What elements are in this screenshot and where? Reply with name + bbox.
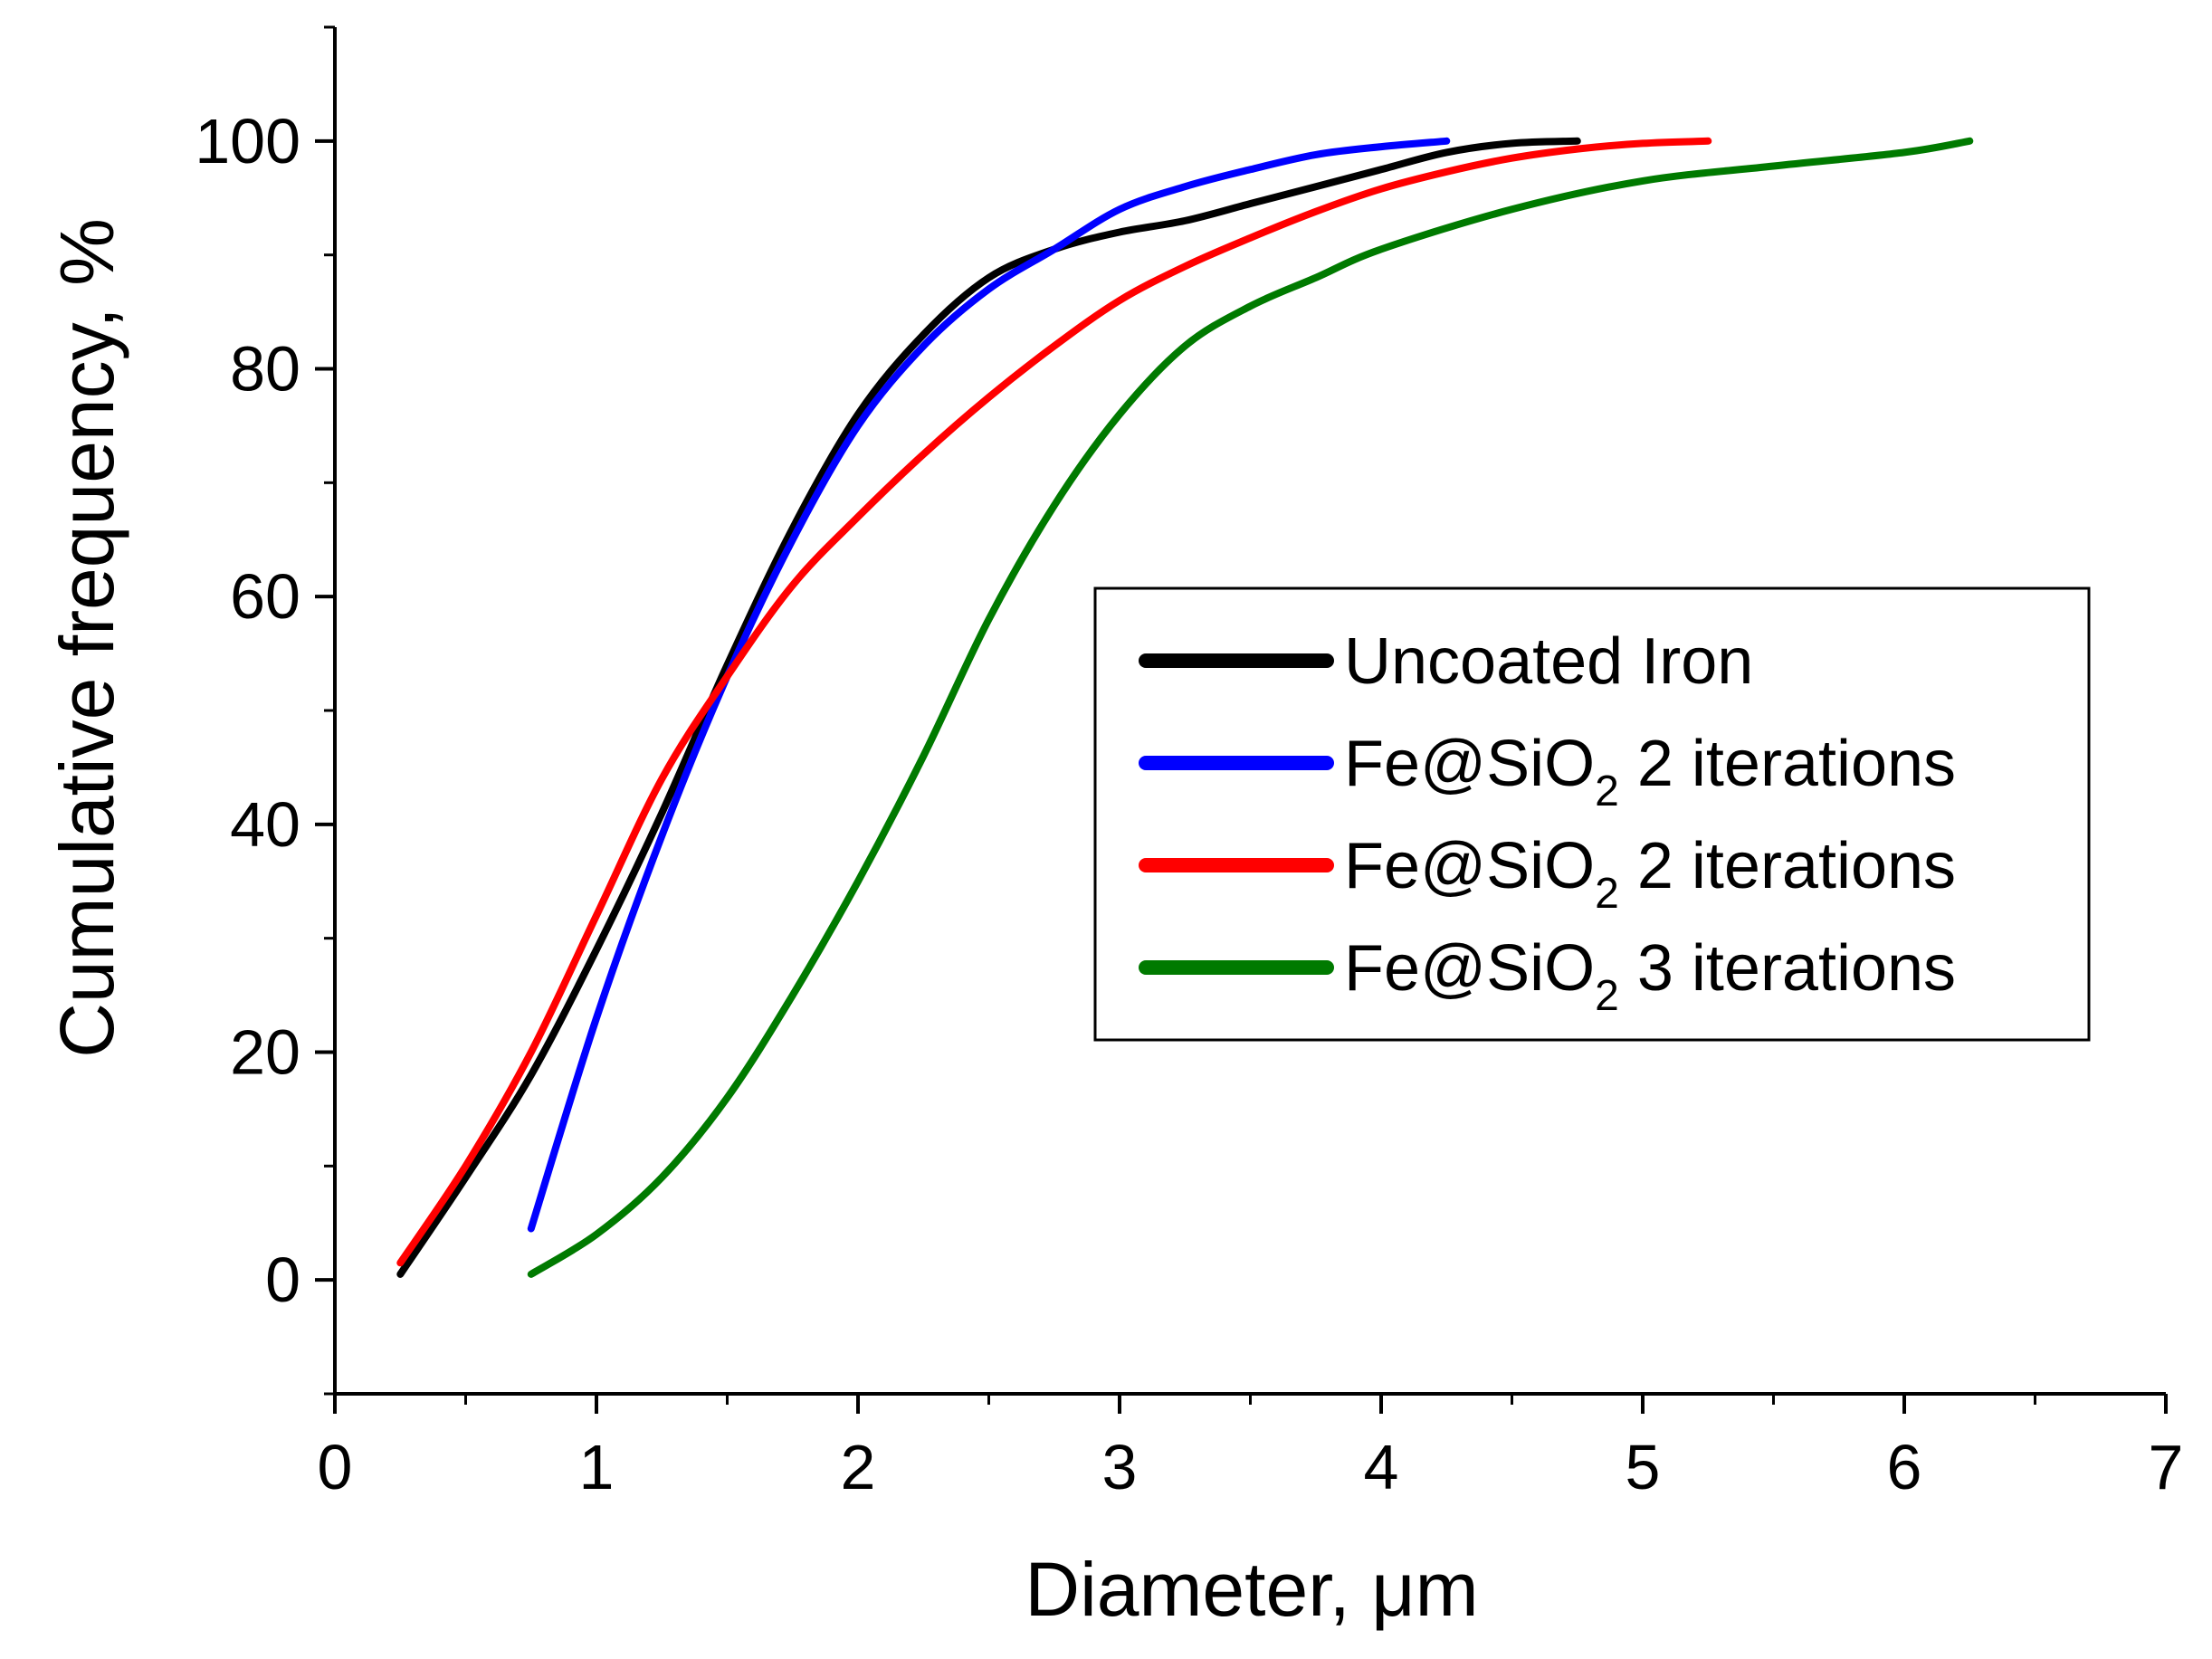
x-tick-label: 1	[579, 1432, 615, 1502]
legend-label-3: Fe@SiO2 2 iterations	[1344, 830, 1956, 918]
legend-label-base: Fe@SiO	[1344, 830, 1595, 902]
legend-label-suffix: 2 iterations	[1619, 830, 1956, 902]
legend-label-base: Uncoated Iron	[1344, 625, 1753, 698]
y-tick-label: 60	[230, 561, 300, 632]
series-line-4	[527, 137, 1974, 1278]
legend-label-base: Fe@SiO	[1344, 728, 1595, 800]
x-tick-label: 7	[2149, 1432, 2184, 1502]
legend-label-subscript: 2	[1595, 972, 1619, 1020]
x-tick-label: 0	[318, 1432, 353, 1502]
x-tick-label: 2	[841, 1432, 876, 1502]
x-tick-label: 6	[1887, 1432, 1922, 1502]
legend-label-1: Uncoated Iron	[1344, 625, 1753, 698]
legend-label-subscript: 2	[1595, 870, 1619, 918]
series-line-2	[527, 137, 1451, 1233]
x-axis-ticks: 0 1 2 3 4 5 6 7	[318, 1394, 2184, 1502]
legend-label-4: Fe@SiO2 3 iterations	[1344, 932, 1956, 1020]
series-lines	[396, 137, 1974, 1278]
x-axis-title: Diameter, μm	[1025, 1547, 1478, 1632]
x-tick-label: 3	[1102, 1432, 1138, 1502]
y-tick-label: 0	[265, 1244, 300, 1315]
x-tick-label: 5	[1626, 1432, 1661, 1502]
legend-label-base: Fe@SiO	[1344, 932, 1595, 1005]
y-axis-ticks: 0 20 40 60 80 100	[195, 25, 335, 1396]
y-axis-title: Cumulative frequency, %	[44, 218, 129, 1058]
legend-label-subscript: 2	[1595, 768, 1619, 815]
legend-label-suffix: 2 iterations	[1619, 728, 1956, 800]
legend-label-2: Fe@SiO2 2 iterations	[1344, 728, 1956, 815]
y-tick-label: 20	[230, 1017, 300, 1088]
series-line-1	[396, 137, 1581, 1278]
y-tick-label: 80	[230, 334, 300, 405]
x-tick-label: 4	[1364, 1432, 1399, 1502]
y-tick-label: 100	[195, 106, 300, 176]
series-line-3	[396, 137, 1712, 1267]
legend-label-suffix: 3 iterations	[1619, 932, 1956, 1005]
y-tick-label: 40	[230, 789, 300, 860]
